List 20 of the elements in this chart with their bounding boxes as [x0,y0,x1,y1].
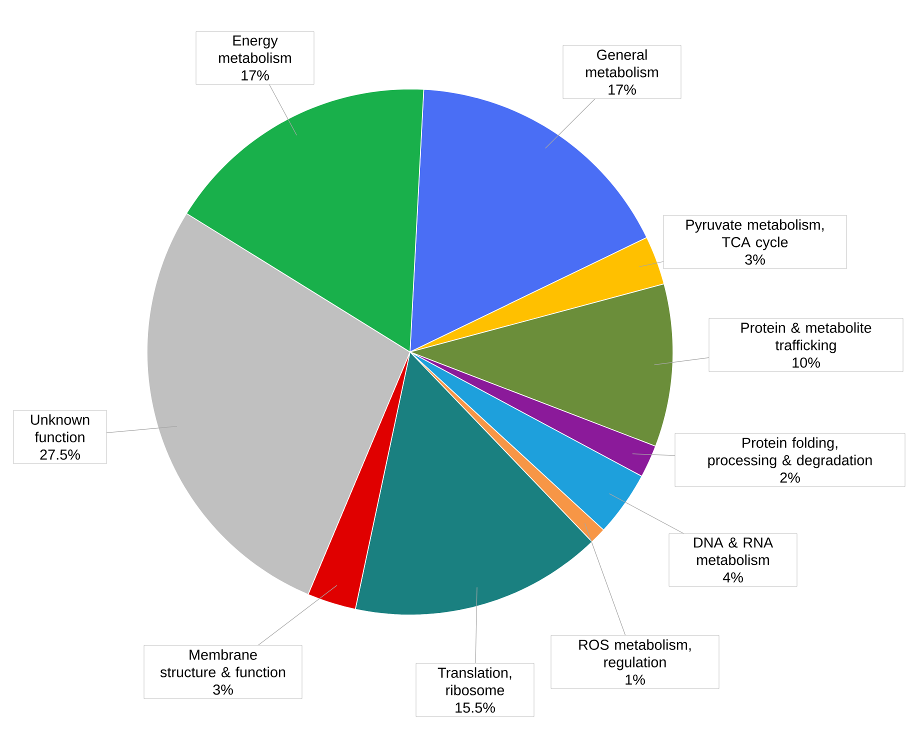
slice-label: Translation, ribosome [438,667,512,696]
slice-label: General metabolism [586,49,658,78]
data-label: 10% [792,357,820,368]
slice-label: Unknown function [30,414,90,442]
slice-label: DNA & RNA metabolism [694,538,774,566]
data-label: 1% [626,674,645,685]
data-label: 17% [608,84,636,95]
data-label: 15.5% [456,702,495,713]
slice-label: Pyruvate metabolism, TCA cycle [686,219,824,250]
slice-label: Energy metabolism [219,36,291,64]
data-label: 4% [722,572,743,582]
slice-label: Membrane structure & function [160,649,286,678]
data-label: 27.5% [40,450,80,460]
data-label: 17% [242,70,269,80]
data-label: 3% [745,254,765,265]
slice-label: Protein & metabolite trafficking [741,322,872,354]
slice-label: ROS metabolism, regulation [579,639,691,670]
slice-label: Protein folding, processing & degradation [708,437,872,468]
data-label: 2% [780,472,800,483]
data-label: 3% [213,684,233,695]
